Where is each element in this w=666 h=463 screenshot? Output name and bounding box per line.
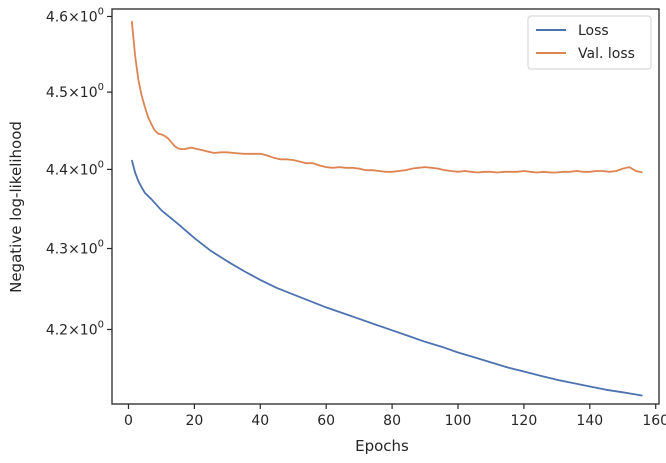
y-axis-label: Negative log-likelihood (7, 121, 25, 293)
x-tick-label: 60 (317, 413, 335, 429)
legend-label-loss: Loss (578, 23, 609, 39)
x-axis-ticks: 0 20 40 60 80 100 120 140 160 (124, 404, 666, 429)
x-tick-label: 100 (445, 413, 472, 429)
y-tick-label: 4.4×100 (46, 159, 104, 178)
x-tick-label: 20 (185, 413, 203, 429)
x-tick-label: 140 (576, 413, 603, 429)
x-tick-label: 160 (642, 413, 666, 429)
x-tick-label: 40 (251, 413, 269, 429)
series-line-val-loss (130, 20, 643, 174)
legend-label-val-loss: Val. loss (578, 46, 635, 62)
legend: Loss Val. loss (527, 15, 652, 70)
y-tick-label: 4.2×100 (46, 319, 104, 338)
series-line-loss (130, 159, 643, 397)
plot-frame (111, 8, 660, 405)
y-tick-label: 4.5×100 (46, 82, 104, 101)
y-axis-ticks: 4.2×100 4.3×100 4.4×100 4.5×100 4.6×100 (46, 6, 112, 338)
x-tick-label: 120 (511, 413, 538, 429)
x-tick-label: 80 (383, 413, 401, 429)
y-tick-label: 4.6×100 (46, 6, 104, 25)
y-tick-label: 4.3×100 (46, 239, 104, 258)
x-axis-label: Epochs (355, 437, 409, 455)
series-layer (130, 20, 643, 397)
x-tick-label: 0 (124, 413, 133, 429)
